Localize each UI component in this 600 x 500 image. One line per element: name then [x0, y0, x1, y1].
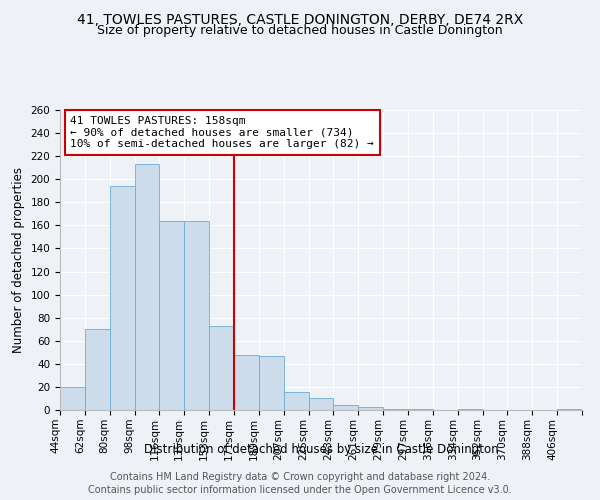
Bar — [308, 398, 334, 410]
Bar — [408, 409, 433, 410]
Bar — [60, 387, 85, 410]
Bar — [234, 354, 259, 410]
Text: Contains public sector information licensed under the Open Government Licence v3: Contains public sector information licen… — [88, 485, 512, 495]
Bar — [184, 221, 209, 410]
Bar — [110, 186, 134, 410]
Bar — [458, 409, 482, 410]
Bar — [284, 392, 308, 410]
Bar — [383, 409, 408, 410]
Bar — [259, 356, 284, 410]
Bar — [134, 164, 160, 410]
Text: Distribution of detached houses by size in Castle Donington: Distribution of detached houses by size … — [143, 442, 499, 456]
Text: 41 TOWLES PASTURES: 158sqm
← 90% of detached houses are smaller (734)
10% of sem: 41 TOWLES PASTURES: 158sqm ← 90% of deta… — [70, 116, 374, 149]
Bar — [358, 406, 383, 410]
Bar — [85, 329, 110, 410]
Y-axis label: Number of detached properties: Number of detached properties — [12, 167, 25, 353]
Text: Size of property relative to detached houses in Castle Donington: Size of property relative to detached ho… — [97, 24, 503, 37]
Bar — [557, 409, 582, 410]
Bar — [160, 221, 184, 410]
Text: Contains HM Land Registry data © Crown copyright and database right 2024.: Contains HM Land Registry data © Crown c… — [110, 472, 490, 482]
Text: 41, TOWLES PASTURES, CASTLE DONINGTON, DERBY, DE74 2RX: 41, TOWLES PASTURES, CASTLE DONINGTON, D… — [77, 12, 523, 26]
Bar — [209, 326, 234, 410]
Bar — [334, 406, 358, 410]
